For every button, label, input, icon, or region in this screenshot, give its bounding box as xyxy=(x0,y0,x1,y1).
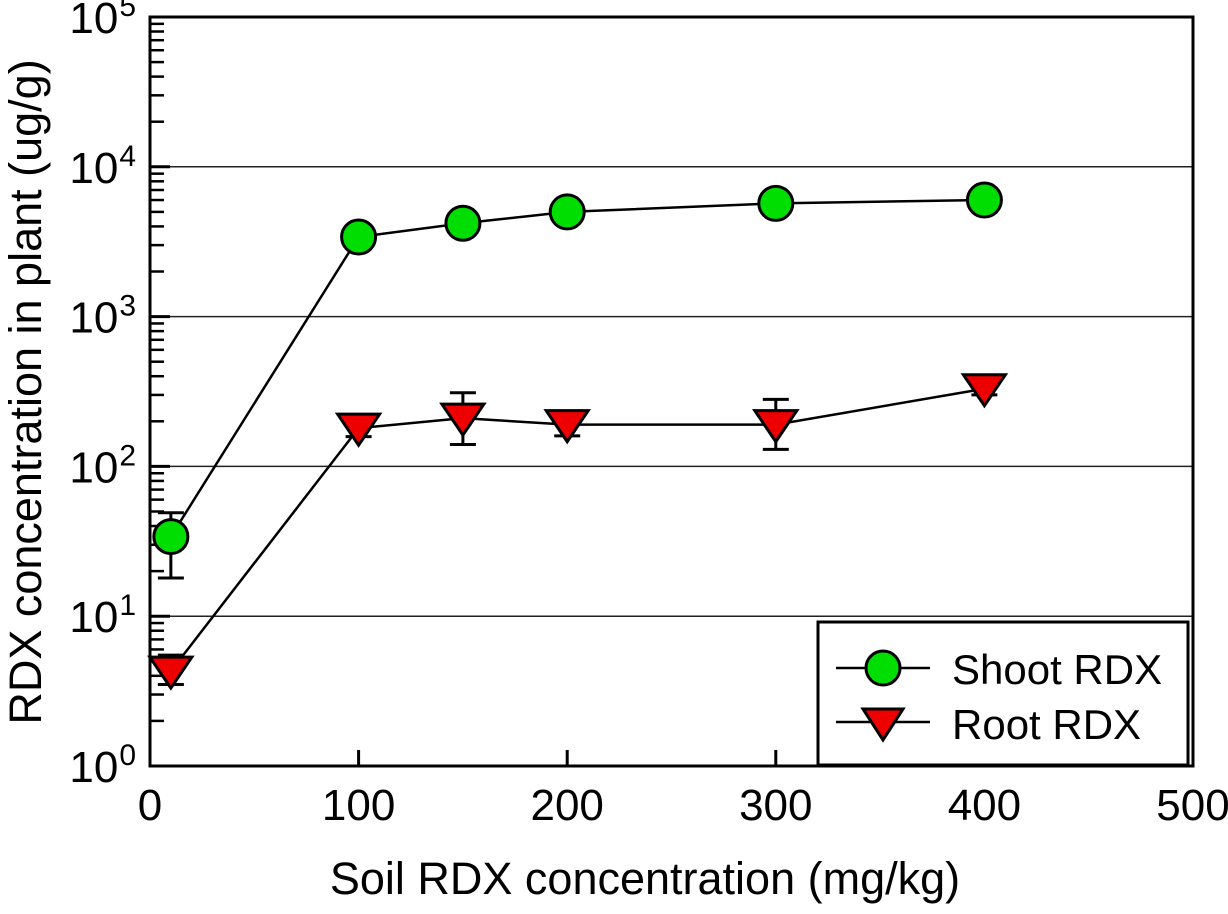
y-tick-label: 104 xyxy=(69,140,136,193)
y-axis-ticks xyxy=(151,22,170,723)
legend-box xyxy=(816,620,1190,767)
y-tick-label: 100 xyxy=(69,739,136,792)
y-tick-label: 102 xyxy=(69,439,136,492)
root-rdx-markers xyxy=(147,373,1009,691)
plot-border xyxy=(148,15,1195,768)
root-rdx-point xyxy=(147,655,195,691)
gridlines xyxy=(150,166,1193,617)
root-rdx-point xyxy=(960,373,1009,409)
legend-root-label: Root RDX xyxy=(952,701,1141,748)
x-tick-label: 0 xyxy=(138,781,162,830)
legend: Shoot RDX Root RDX xyxy=(816,620,1190,767)
x-axis-title: Soil RDX concentration (mg/kg) xyxy=(330,853,960,904)
x-axis-ticks: 0 100 200 300 400 500 xyxy=(138,750,1228,830)
legend-shoot-label: Shoot RDX xyxy=(952,646,1162,693)
root-rdx-point xyxy=(439,402,487,438)
x-tick-label: 100 xyxy=(322,781,395,830)
y-tick-label: 105 xyxy=(69,0,136,43)
legend-root-marker-icon xyxy=(860,707,906,743)
y-tick-label: 101 xyxy=(69,589,136,642)
y-tick-label: 103 xyxy=(69,290,136,343)
shoot-rdx-markers xyxy=(152,181,1003,556)
legend-shoot-marker-icon xyxy=(864,649,902,687)
root-rdx-point xyxy=(751,409,800,445)
shoot-rdx-point xyxy=(340,218,378,256)
x-tick-label: 400 xyxy=(948,781,1021,830)
root-rdx-point xyxy=(334,412,383,448)
series-shoot-rdx xyxy=(152,181,1003,580)
x-tick-label: 200 xyxy=(530,781,603,830)
shoot-rdx-line xyxy=(169,198,985,538)
root-rdx-line xyxy=(169,387,985,672)
y-axis-tick-labels: 100 101 102 103 104 105 xyxy=(69,0,136,792)
y-axis-title: RDX concentration in plant (ug/g) xyxy=(0,59,51,724)
shoot-rdx-point xyxy=(548,193,586,231)
shoot-rdx-point xyxy=(757,184,795,222)
x-tick-label: 500 xyxy=(1156,781,1228,830)
shoot-rdx-point xyxy=(965,181,1003,219)
shoot-rdx-point xyxy=(444,204,482,242)
shoot-rdx-point xyxy=(152,518,190,556)
root-rdx-point xyxy=(543,409,592,445)
series-root-rdx xyxy=(147,373,1009,691)
x-tick-label: 300 xyxy=(739,781,812,830)
